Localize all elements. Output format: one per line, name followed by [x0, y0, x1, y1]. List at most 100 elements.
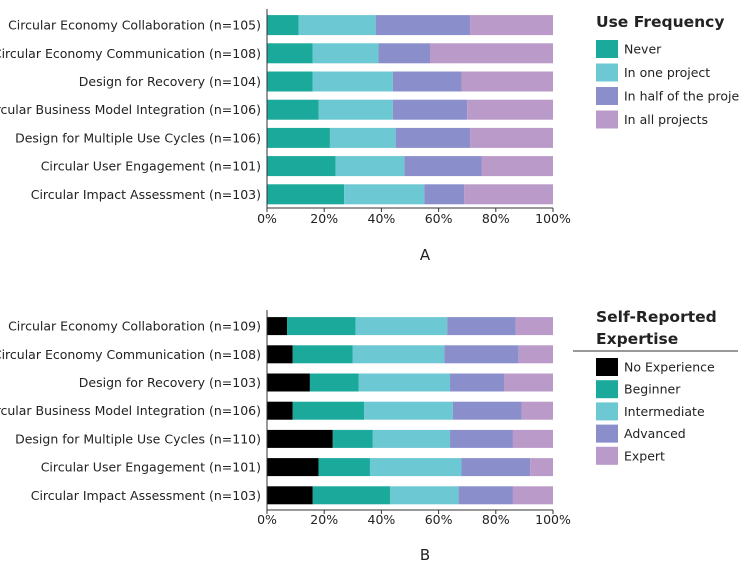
- category-label-a-2: Design for Recovery (n=104): [79, 74, 261, 89]
- bar-a-row3-in-one-project: [318, 99, 393, 120]
- bar-a-row6-in-half-of-the-projects: [424, 184, 465, 205]
- bar-b-row6-no-experience: [267, 486, 313, 505]
- bar-b-row6-beginner: [312, 486, 390, 505]
- legend-label-a-1: In one project: [624, 65, 710, 80]
- category-label-b-4: Design for Multiple Use Cycles (n=110): [15, 431, 261, 446]
- panel-label-a: A: [420, 246, 431, 264]
- bar-a-row4-never: [267, 127, 330, 148]
- bar-b-row2-beginner: [309, 373, 359, 392]
- legend-swatch-b-1: [596, 380, 618, 399]
- x-tick-label-a-4: 80%: [482, 211, 510, 226]
- bar-b-row0-intermediate: [355, 317, 448, 336]
- bar-b-row6-expert: [512, 486, 553, 505]
- bar-b-row4-intermediate: [372, 429, 451, 448]
- bar-a-row2-in-one-project: [312, 71, 393, 92]
- bar-a-row4-in-half-of-the-projects: [395, 127, 471, 148]
- bar-b-row0-no-experience: [267, 317, 288, 336]
- x-tick-label-a-2: 40%: [368, 211, 396, 226]
- category-label-b-6: Circular Impact Assessment (n=103): [31, 488, 261, 503]
- bar-b-row2-expert: [504, 373, 553, 392]
- bar-b-row1-advanced: [444, 345, 519, 364]
- bar-a-row5-in-all-projects: [481, 156, 553, 177]
- x-tick-label-a-1: 20%: [310, 211, 338, 226]
- x-tick-label-b-4: 80%: [482, 512, 510, 527]
- bar-b-row1-intermediate: [352, 345, 445, 364]
- legend-swatch-b-2: [596, 402, 618, 421]
- bar-a-row2-in-all-projects: [461, 71, 553, 92]
- bar-a-row4-in-all-projects: [470, 127, 553, 148]
- bar-b-row0-expert: [515, 317, 553, 336]
- bar-a-row1-in-all-projects: [430, 43, 553, 64]
- bar-b-row1-beginner: [292, 345, 353, 364]
- bar-b-row0-beginner: [287, 317, 356, 336]
- legend-label-b-1: Beginner: [624, 382, 681, 397]
- legend-swatch-b-3: [596, 424, 618, 443]
- category-label-a-1: Circular Economy Communication (n=108): [0, 46, 261, 61]
- bar-a-row3-in-all-projects: [467, 99, 553, 120]
- bar-a-row0-in-one-project: [298, 15, 376, 36]
- legend-label-b-4: Expert: [624, 448, 665, 463]
- legend-swatch-b-0: [596, 358, 618, 376]
- bar-a-row1-in-one-project: [312, 43, 379, 64]
- legend-label-a-0: Never: [624, 42, 662, 57]
- bar-a-row0-in-all-projects: [470, 15, 553, 36]
- legend-label-a-2: In half of the projects: [624, 89, 739, 104]
- bar-b-row4-advanced: [450, 429, 513, 448]
- bar-b-row3-advanced: [452, 401, 522, 420]
- bar-b-row5-expert: [530, 458, 553, 477]
- legend-title-a-line0: Use Frequency: [596, 13, 724, 31]
- category-label-b-3: Circular Business Model Integration (n=1…: [0, 403, 261, 418]
- bar-b-row5-beginner: [318, 458, 370, 477]
- x-tick-label-b-2: 40%: [368, 512, 396, 527]
- category-label-b-0: Circular Economy Collaboration (n=109): [8, 319, 261, 334]
- bar-b-row0-advanced: [447, 317, 516, 336]
- bar-b-row3-expert: [521, 401, 553, 420]
- bar-a-row6-in-one-project: [344, 184, 425, 205]
- bar-b-row4-expert: [512, 429, 553, 448]
- panel-label-b: B: [420, 546, 430, 563]
- x-tick-label-a-5: 100%: [535, 211, 571, 226]
- legend-label-b-2: Intermediate: [624, 404, 705, 419]
- bar-b-row4-beginner: [332, 429, 373, 448]
- x-tick-label-b-3: 60%: [425, 512, 453, 527]
- bar-a-row6-in-all-projects: [464, 184, 553, 205]
- x-tick-label-b-0: 0%: [257, 512, 277, 527]
- x-tick-label-a-0: 0%: [257, 211, 277, 226]
- bar-a-row5-in-half-of-the-projects: [404, 156, 482, 177]
- bar-a-row6-never: [267, 184, 345, 205]
- legend-swatch-a-0: [596, 40, 618, 58]
- legend-swatch-a-2: [596, 87, 618, 105]
- category-label-a-6: Circular Impact Assessment (n=103): [31, 187, 261, 202]
- bar-b-row2-advanced: [450, 373, 505, 392]
- category-label-b-5: Circular User Engagement (n=101): [41, 460, 261, 475]
- legend-swatch-a-3: [596, 110, 618, 129]
- bar-b-row1-no-experience: [267, 345, 293, 364]
- bar-b-row5-no-experience: [267, 458, 319, 477]
- bar-a-row3-never: [267, 99, 319, 120]
- bar-b-row3-beginner: [292, 401, 365, 420]
- legend-title-b-line1: Expertise: [596, 330, 678, 348]
- bar-b-row4-no-experience: [267, 429, 333, 448]
- bar-b-row2-no-experience: [267, 373, 310, 392]
- legend-label-b-3: Advanced: [624, 426, 686, 441]
- bar-a-row3-in-half-of-the-projects: [392, 99, 468, 120]
- bar-a-row5-never: [267, 156, 336, 177]
- bar-b-row5-advanced: [461, 458, 531, 477]
- bar-a-row1-in-half-of-the-projects: [378, 43, 431, 64]
- x-tick-label-b-1: 20%: [310, 512, 338, 527]
- bar-b-row2-intermediate: [358, 373, 451, 392]
- bar-b-row5-intermediate: [369, 458, 462, 477]
- category-label-b-2: Design for Recovery (n=103): [79, 375, 261, 390]
- bar-a-row2-never: [267, 71, 313, 92]
- bar-a-row2-in-half-of-the-projects: [392, 71, 462, 92]
- bar-a-row5-in-one-project: [335, 156, 405, 177]
- bar-a-row0-never: [267, 15, 299, 36]
- category-label-a-3: Circular Business Model Integration (n=1…: [0, 102, 261, 117]
- bar-b-row3-no-experience: [267, 401, 293, 420]
- legend-label-a-3: In all projects: [624, 112, 708, 127]
- bar-b-row6-intermediate: [389, 486, 459, 505]
- legend-swatch-b-4: [596, 446, 618, 465]
- category-label-a-5: Circular User Engagement (n=101): [41, 159, 261, 174]
- bar-a-row1-never: [267, 43, 313, 64]
